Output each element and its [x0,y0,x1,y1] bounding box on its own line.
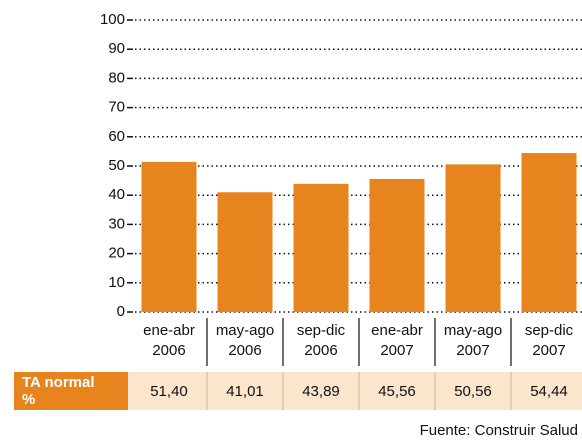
source: Fuente: Construir Salud [420,422,578,439]
x-tick-label: sep-dic [525,322,574,339]
bar [141,161,197,312]
value-label: 41,01 [226,383,264,400]
y-tick-label: 20 [108,245,125,262]
value-label: 54,44 [530,383,568,400]
x-tick-label: 2006 [228,342,261,359]
x-tick-label: ene-abr [143,322,195,339]
y-tick-label: 50 [108,157,125,174]
y-tick-label: 60 [108,128,125,145]
y-tick-label: 0 [117,303,125,320]
value-label: 51,40 [150,383,188,400]
row-cells [128,372,582,410]
value-label: 43,89 [302,383,340,400]
y-tick-label: 40 [108,186,125,203]
x-tick-label: 2007 [380,342,413,359]
row-header-box [14,372,128,410]
bar [445,164,501,312]
bar [217,192,273,312]
bar [293,183,349,312]
x-tick-label: 2007 [456,342,489,359]
value-label: 50,56 [454,383,492,400]
x-tick-label: may-ago [444,322,502,339]
bar [521,153,577,312]
x-tick-label: may-ago [216,322,274,339]
x-tick-label: 2007 [532,342,565,359]
x-tick-label: 2006 [152,342,185,359]
row-header: TA normal% [22,374,95,408]
x-tick-label: ene-abr [371,322,423,339]
bar [369,178,425,312]
y-tick-label: 90 [108,40,125,57]
y-tick-label: 100 [100,11,125,28]
y-tick-label: 30 [108,215,125,232]
y-tick-label: 80 [108,69,125,86]
y-tick-label: 10 [108,274,125,291]
x-tick-label: sep-dic [297,322,346,339]
value-label: 45,56 [378,383,416,400]
x-tick-label: 2006 [304,342,337,359]
y-tick-label: 70 [108,99,125,116]
